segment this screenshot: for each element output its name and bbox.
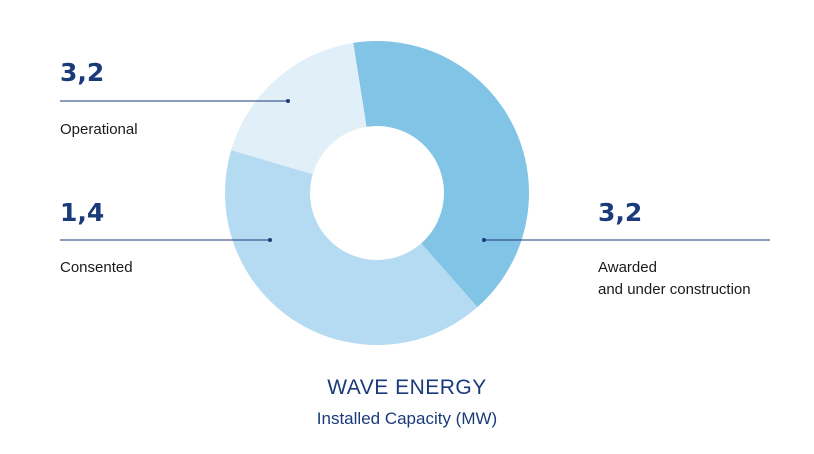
chart-title: WAVE ENERGY xyxy=(327,376,487,399)
consented-value: 1,4 xyxy=(60,198,105,227)
consented-label: Consented xyxy=(60,259,133,276)
leader-consented-dot xyxy=(268,238,272,242)
slice-consented xyxy=(231,42,367,175)
slice-awarded xyxy=(225,150,478,345)
awarded-label: Awarded and under construction xyxy=(598,259,751,298)
awarded-value: 3,2 xyxy=(598,198,643,227)
leader-awarded-dot xyxy=(482,238,486,242)
operational-value: 3,2 xyxy=(60,58,105,87)
leader-operational-dot xyxy=(286,99,290,103)
chart-subtitle: Installed Capacity (MW) xyxy=(316,409,498,428)
operational-label: Operational xyxy=(60,121,138,138)
